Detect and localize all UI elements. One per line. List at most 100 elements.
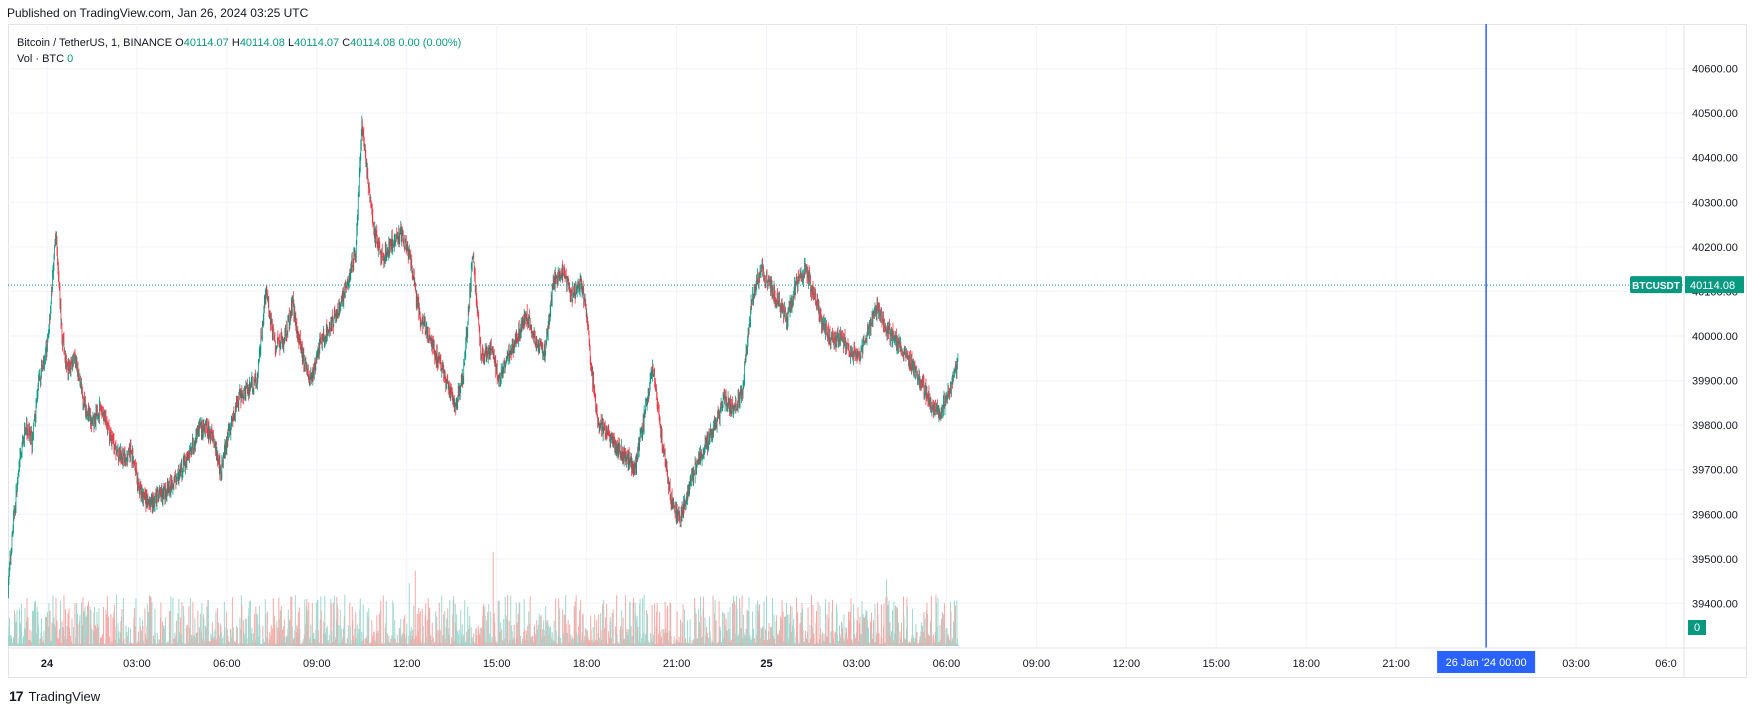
volume-bar: [257, 637, 259, 646]
volume-bar: [404, 638, 406, 646]
footer-brand[interactable]: 17 TradingView: [9, 688, 100, 704]
volume-bar: [494, 622, 496, 646]
time-tick-label: 18:00: [1292, 658, 1320, 670]
tradingview-logo-icon: 17: [9, 688, 24, 704]
volume-bar: [849, 611, 851, 646]
volume-bar: [267, 638, 269, 646]
volume-bar: [772, 636, 774, 646]
price-tick-label: 39400.00: [1692, 598, 1738, 610]
volume-bar: [35, 633, 37, 646]
volume-bar: [110, 614, 112, 646]
volume-bar: [576, 634, 578, 646]
volume-bar: [514, 639, 516, 646]
volume-value: 0: [67, 53, 74, 65]
volume-bar: [408, 583, 410, 646]
volume-bar: [57, 639, 59, 646]
volume-bar: [101, 634, 103, 646]
volume-bar: [135, 598, 137, 646]
volume-bar: [214, 629, 216, 646]
time-tick-label: 06:00: [213, 658, 241, 670]
volume-bar: [426, 620, 428, 646]
volume-bar: [207, 600, 209, 646]
volume-bar: [592, 627, 594, 646]
volume-bar: [524, 629, 526, 646]
volume-bar: [685, 638, 687, 646]
volume-bar: [580, 600, 582, 646]
volume-bar: [161, 621, 163, 646]
volume-bar: [872, 620, 874, 646]
volume-bar: [601, 640, 603, 646]
volume-bar: [680, 619, 682, 646]
volume-bar: [811, 595, 813, 646]
volume-bar: [832, 599, 834, 646]
volume-bar: [287, 609, 289, 646]
volume-bar: [421, 608, 423, 646]
volume-bar: [488, 604, 490, 646]
volume-bar: [651, 604, 653, 646]
volume-bar: [553, 620, 555, 646]
volume-bar: [252, 633, 254, 646]
volume-bar: [913, 638, 915, 646]
volume-bar: [43, 630, 45, 646]
volume-bar: [853, 618, 855, 646]
volume-bar: [903, 637, 905, 646]
volume-bar: [140, 630, 142, 646]
volume-bar: [376, 615, 378, 646]
volume-bar: [886, 596, 888, 646]
volume-bar: [432, 637, 434, 646]
volume-bar: [708, 637, 710, 646]
volume-bar: [718, 601, 720, 646]
volume-bar: [516, 622, 518, 646]
volume-bar: [483, 604, 485, 646]
volume-bar: [658, 633, 660, 646]
volume-bar: [575, 595, 577, 646]
volume-bar: [954, 605, 956, 646]
price-tick-label: 40300.00: [1692, 197, 1738, 209]
volume-bar: [392, 603, 394, 646]
chart-frame: [8, 24, 1747, 678]
volume-bar: [823, 633, 825, 646]
grid-lines: [8, 24, 1684, 648]
volume-bar: [700, 615, 702, 646]
volume-bar: [349, 602, 351, 646]
volume-bar: [749, 635, 751, 646]
volume-bar: [311, 603, 313, 646]
volume-bar: [106, 596, 108, 646]
volume-bar: [249, 600, 251, 646]
volume-bar: [282, 626, 284, 646]
volume-bar: [928, 635, 930, 646]
time-tick-label: 03:00: [843, 658, 871, 670]
price-chart[interactable]: 39400.00 39500.00 39600.00 39700.00 39800.00…: [8, 24, 1747, 678]
volume-bar: [678, 636, 680, 646]
volume-bar: [79, 615, 81, 646]
volume-bar: [69, 635, 71, 646]
volume-bar: [265, 614, 267, 646]
volume-bar: [464, 600, 466, 646]
volume-bar: [192, 602, 194, 646]
volume-bar: [50, 640, 52, 646]
volume-bar: [388, 635, 390, 646]
volume-bar: [262, 626, 264, 646]
volume-bar: [549, 627, 551, 646]
volume-bar: [741, 595, 743, 646]
change-value: 0.00 (0.00%): [398, 37, 462, 49]
volume-bar: [189, 598, 191, 646]
volume-bar: [698, 608, 700, 646]
volume-bar: [257, 623, 259, 646]
symbol-tag-label: BTCUSDT: [1632, 281, 1680, 292]
volume-bar: [785, 616, 787, 646]
volume-bar: [782, 611, 784, 646]
volume-bar: [787, 614, 789, 646]
volume-bar: [179, 617, 181, 646]
volume-bar: [390, 638, 392, 646]
volume-bar: [582, 613, 584, 646]
volume-bar: [535, 634, 537, 646]
volume-bar: [72, 626, 74, 646]
volume-bar: [880, 604, 882, 646]
volume-bar: [330, 603, 332, 646]
volume-bar: [555, 630, 557, 646]
volume-bar: [172, 597, 174, 646]
volume-bar: [374, 639, 376, 646]
volume-bar: [227, 636, 229, 646]
time-tick-label: 15:00: [1203, 658, 1231, 670]
